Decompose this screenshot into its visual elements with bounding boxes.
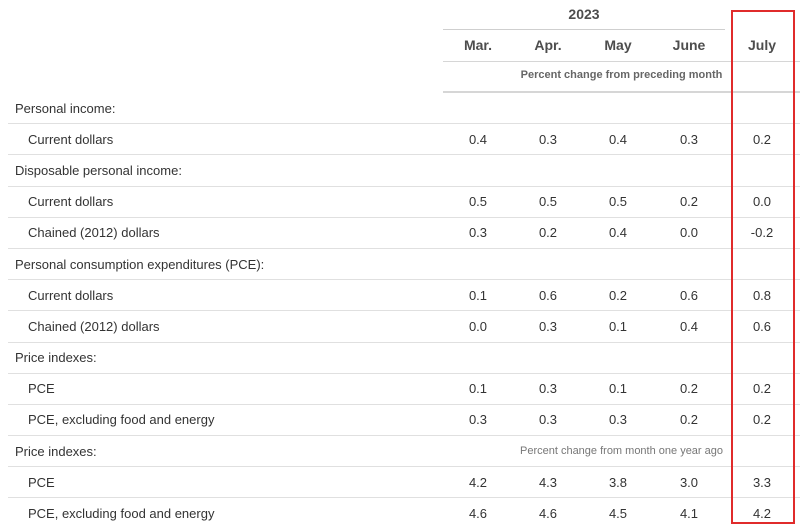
section-row: Personal income: — [8, 93, 800, 125]
table-body: Personal income: Current dollars 0.4 0.3 0.4… — [8, 93, 800, 529]
table-cell: 0.2 — [752, 412, 772, 428]
table-cell: 0.4 — [679, 318, 699, 334]
table-cell: 0.5 — [468, 194, 488, 210]
row-label: Chained (2012) dollars — [28, 225, 160, 241]
table-row: PCE 0.1 0.3 0.1 0.2 0.2 — [8, 374, 800, 405]
table-cell: 0.8 — [752, 287, 772, 303]
table-cell: 0.2 — [679, 381, 699, 397]
table-cell: 0.2 — [752, 381, 772, 397]
table-row: Chained (2012) dollars 0.3 0.2 0.4 0.0 -0.2 — [8, 218, 800, 249]
row-label: Current dollars — [28, 287, 114, 303]
table-cell: 0.5 — [538, 194, 558, 210]
table-cell: 0.0 — [752, 194, 772, 210]
row-label: PCE, excluding food and energy — [28, 506, 215, 522]
row-label: Current dollars — [28, 131, 114, 147]
section-label: Disposable personal income: — [15, 162, 182, 178]
column-header-june: June — [672, 37, 706, 53]
table-cell: 0.3 — [538, 318, 558, 334]
row-label: Current dollars — [28, 194, 114, 210]
table-cell: 0.6 — [679, 287, 699, 303]
table-cell: 0.0 — [679, 225, 699, 241]
table-cell: 0.3 — [679, 131, 699, 147]
year-divider — [443, 29, 725, 30]
table-cell: 0.2 — [752, 131, 772, 147]
table-cell: 0.3 — [538, 412, 558, 428]
table-row: Current dollars 0.4 0.3 0.4 0.3 0.2 — [8, 124, 800, 156]
table-row: PCE, excluding food and energy 4.6 4.6 4.5 4… — [8, 498, 800, 528]
table-cell: 4.6 — [538, 506, 558, 522]
table-cell: 0.1 — [608, 318, 628, 334]
table-cell: 0.3 — [468, 412, 488, 428]
section-row: Disposable personal income: — [8, 155, 800, 187]
table-cell: 0.3 — [538, 131, 558, 147]
column-header-mar: Mar. — [463, 37, 492, 53]
header-divider — [443, 61, 800, 62]
table-cell: 0.2 — [679, 194, 699, 210]
table-cell: 0.6 — [752, 318, 772, 334]
section-label: Price indexes: — [15, 443, 97, 459]
table-cell: 0.4 — [608, 131, 628, 147]
subheader-yearly: Percent change from month one year ago — [519, 445, 723, 458]
row-label: Chained (2012) dollars — [28, 318, 160, 334]
section-row: Price indexes: — [8, 343, 800, 374]
table-row: Chained (2012) dollars 0.0 0.3 0.1 0.4 0.6 — [8, 311, 800, 343]
column-header-july: July — [747, 37, 776, 53]
table-cell: 0.3 — [468, 225, 488, 241]
table-row: Current dollars 0.5 0.5 0.5 0.2 0.0 — [8, 187, 800, 218]
section-row: Price indexes: Percent change from month … — [8, 436, 800, 468]
table-cell: 0.6 — [538, 287, 558, 303]
table-cell: 3.3 — [752, 474, 772, 490]
table-cell: 4.2 — [468, 474, 488, 490]
table-cell: 0.4 — [608, 225, 628, 241]
table-cell: 3.0 — [679, 474, 699, 490]
table-cell: 0.3 — [538, 381, 558, 397]
table-cell: 0.5 — [608, 194, 628, 210]
table-row: PCE 4.2 4.3 3.8 3.0 3.3 — [8, 467, 800, 499]
table-cell: 4.3 — [538, 474, 558, 490]
table-cell: 4.2 — [752, 506, 772, 522]
table-cell: 4.6 — [468, 506, 488, 522]
column-header-apr: Apr. — [534, 37, 562, 53]
table-cell: 0.3 — [608, 412, 628, 428]
row-label: PCE — [28, 474, 55, 490]
table-row: Current dollars 0.1 0.6 0.2 0.6 0.8 — [8, 280, 800, 312]
table-cell: 0.1 — [608, 381, 628, 397]
row-label: PCE, excluding food and energy — [28, 412, 215, 428]
column-header-may: May — [604, 37, 632, 53]
table-cell: 0.4 — [468, 131, 488, 147]
section-label: Personal consumption expenditures (PCE): — [15, 256, 265, 272]
table-cell: 0.1 — [468, 381, 488, 397]
section-label: Personal income: — [15, 100, 116, 116]
section-row: Personal consumption expenditures (PCE): — [8, 249, 800, 281]
table-cell: -0.2 — [750, 225, 774, 241]
table-cell: 0.2 — [679, 412, 699, 428]
table-cell: 0.1 — [468, 287, 488, 303]
year-header: 2023 — [568, 6, 600, 22]
table-cell: 4.1 — [679, 506, 699, 522]
row-label: PCE — [28, 381, 55, 397]
table-cell: 4.5 — [608, 506, 628, 522]
table-cell: 3.8 — [608, 474, 628, 490]
table-cell: 0.2 — [608, 287, 628, 303]
section-label: Price indexes: — [15, 350, 97, 366]
subheader-monthly: Percent change from preceding month — [520, 69, 723, 81]
table-cell: 0.0 — [468, 318, 488, 334]
table-row: PCE, excluding food and energy 0.3 0.3 0.3 0… — [8, 405, 800, 437]
header-divider-bottom — [443, 91, 800, 93]
table-cell: 0.2 — [538, 225, 558, 241]
